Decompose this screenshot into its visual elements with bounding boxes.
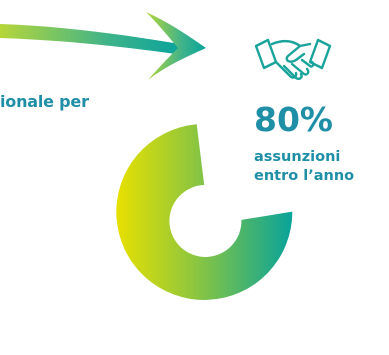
swoosh-arrow-icon bbox=[0, 12, 206, 80]
stat-percentage: 80% bbox=[254, 100, 333, 139]
donut-chart bbox=[116, 124, 293, 300]
stat-label-line-1: assunzioni bbox=[254, 149, 341, 165]
headline-text: ionale per bbox=[0, 92, 89, 111]
stat-label: assunzioni entro l’anno bbox=[254, 148, 384, 185]
handshake-icon bbox=[254, 38, 332, 80]
stat-label-line-2: entro l’anno bbox=[254, 167, 355, 184]
